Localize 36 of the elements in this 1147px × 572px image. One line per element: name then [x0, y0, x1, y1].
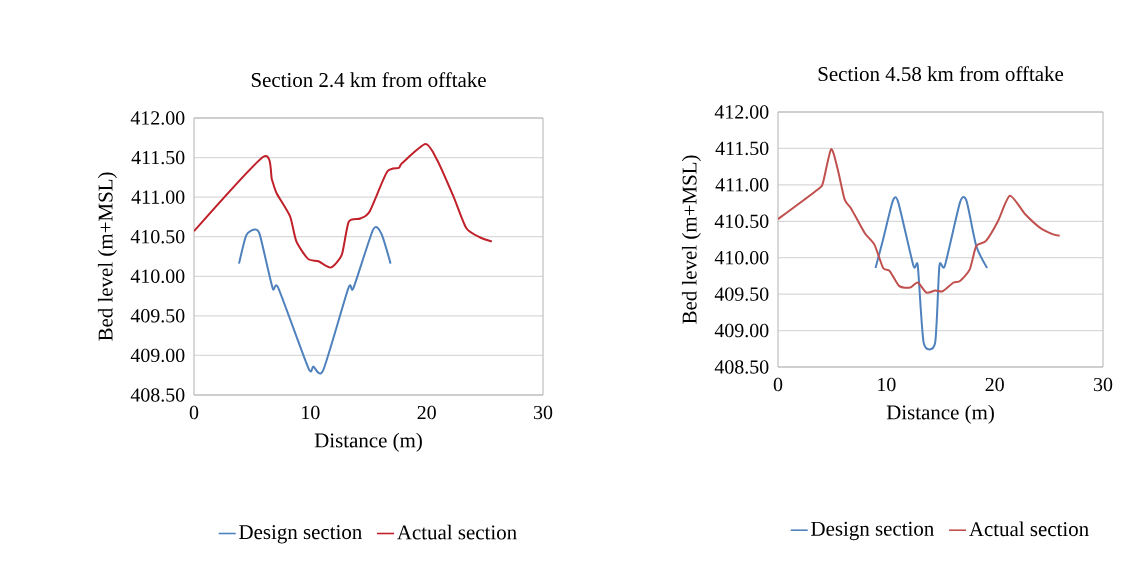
y-axis-title: Bed level (m+MSL): [97, 172, 117, 341]
legend-label: Actual section: [969, 521, 1089, 537]
x-tick-label: 20: [417, 405, 436, 420]
x-tick-label: 10: [878, 377, 896, 392]
y-tick-label: 411.50: [715, 141, 769, 156]
y-tick-label: 412.00: [130, 111, 185, 125]
y-tick-label: 409.50: [130, 309, 185, 323]
x-axis-title: Distance (m): [314, 432, 422, 452]
x-axis-title: Distance (m): [886, 404, 994, 424]
line-series: [778, 148, 1061, 294]
chart-title: Section 4.58 km from offtake: [818, 66, 1064, 82]
chart-title: Section 2.4 km from offtake: [251, 72, 486, 88]
y-tick-label: 411.00: [131, 190, 185, 204]
y-tick-label: 408.50: [714, 360, 769, 374]
x-tick-label: 20: [985, 377, 1004, 392]
y-tick-label: 410.50: [714, 214, 769, 229]
legend-label: Design section: [811, 521, 934, 541]
y-tick-label: 409.50: [714, 287, 769, 301]
y-tick-label: 409.00: [714, 323, 769, 338]
y-tick-label: 408.50: [130, 388, 185, 402]
legend-label: Actual section: [397, 524, 517, 540]
y-axis-title: Bed level (m+MSL): [681, 155, 701, 324]
x-tick-label: 0: [773, 377, 783, 392]
y-tick-label: 410.50: [130, 229, 185, 244]
line-series: [194, 143, 493, 269]
legend-label: Design section: [239, 525, 362, 544]
x-tick-label: 30: [1094, 377, 1113, 392]
y-tick-label: 411.50: [131, 150, 185, 165]
y-tick-label: 412.00: [714, 105, 769, 119]
x-tick-label: 10: [302, 405, 320, 420]
x-tick-label: 0: [189, 405, 199, 420]
y-tick-label: 411.00: [715, 178, 769, 192]
y-tick-label: 410.00: [714, 250, 769, 265]
y-tick-label: 409.00: [130, 348, 185, 363]
y-tick-label: 410.00: [130, 269, 185, 284]
x-tick-label: 30: [534, 405, 553, 420]
